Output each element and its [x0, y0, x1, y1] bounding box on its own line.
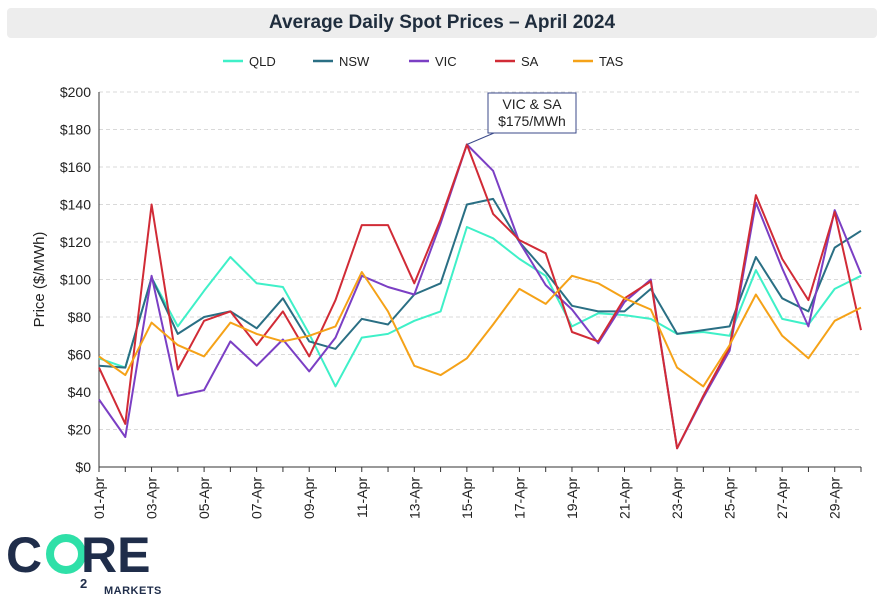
- x-tick-label: 05-Apr: [196, 477, 212, 519]
- logo-graphic: C RE 2 MARKETS: [6, 528, 162, 597]
- x-tick-label: 13-Apr: [406, 477, 422, 519]
- y-tick-label: $120: [60, 234, 91, 250]
- x-tick-label: 25-Apr: [722, 477, 738, 519]
- x-tick-label: 29-Apr: [827, 477, 843, 519]
- annotation-leader: [466, 132, 495, 145]
- y-tick-label: $100: [60, 272, 91, 288]
- y-tick-label: $0: [75, 459, 91, 475]
- annotation-text: VIC & SA: [502, 96, 562, 112]
- x-tick-label: 09-Apr: [301, 477, 317, 519]
- y-axis-title: Price ($/MWh): [31, 232, 48, 328]
- x-tick-label: 01-Apr: [91, 477, 107, 519]
- logo-subscript: 2: [80, 576, 87, 591]
- chart-title: Average Daily Spot Prices – April 2024: [268, 12, 616, 33]
- annotation-text: $175/MWh: [498, 113, 566, 129]
- logo-letters-re: RE: [81, 528, 150, 583]
- x-tick-label: 07-Apr: [249, 477, 265, 519]
- x-tick-label: 03-Apr: [144, 477, 160, 519]
- y-tick-label: $60: [68, 347, 92, 363]
- y-tick-label: $20: [68, 422, 92, 438]
- series-line-sa: [98, 143, 862, 450]
- legend-label: TAS: [599, 54, 624, 69]
- y-tick-label: $80: [68, 309, 92, 325]
- legend-label: QLD: [249, 54, 276, 69]
- legend-label: SA: [521, 54, 539, 69]
- logo-letter-c: C: [6, 528, 42, 583]
- logo-tagline: MARKETS: [104, 585, 162, 597]
- x-tick-label: 21-Apr: [617, 477, 633, 519]
- legend-item-qld: QLD: [223, 54, 276, 69]
- y-tick-label: $180: [60, 122, 91, 138]
- y-tick-label: $140: [60, 197, 91, 213]
- chart-title-bar: Average Daily Spot Prices – April 2024: [7, 8, 877, 38]
- chart-svg: $0 $20 $40 $60 $80 $100 $120 $140 $160 $180 $200 01…: [31, 54, 862, 519]
- x-tick-label: 11-Apr: [354, 477, 370, 518]
- series-line-tas: [98, 271, 862, 388]
- annotation-box: [487, 92, 577, 134]
- x-tick-label: 15-Apr: [459, 477, 475, 519]
- x-tick-label: 17-Apr: [511, 477, 527, 519]
- series-line-vic: [98, 143, 862, 450]
- legend-item-sa: SA: [495, 54, 539, 69]
- legend-item-nsw: NSW: [313, 54, 370, 69]
- logo-ring-icon: [46, 534, 86, 574]
- legend-item-tas: TAS: [573, 54, 624, 69]
- x-tick-label: 27-Apr: [774, 477, 790, 519]
- legend-label: NSW: [339, 54, 370, 69]
- x-tick-label: 19-Apr: [564, 477, 580, 519]
- legend-item-vic: VIC: [409, 54, 457, 69]
- legend-label: VIC: [435, 54, 457, 69]
- y-tick-label: $40: [68, 384, 92, 400]
- x-tick-label: 23-Apr: [669, 477, 685, 519]
- y-tick-label: $160: [60, 159, 91, 175]
- y-tick-label: $200: [60, 84, 91, 100]
- core-markets-logo: C RE 2 MARKETS: [6, 528, 176, 600]
